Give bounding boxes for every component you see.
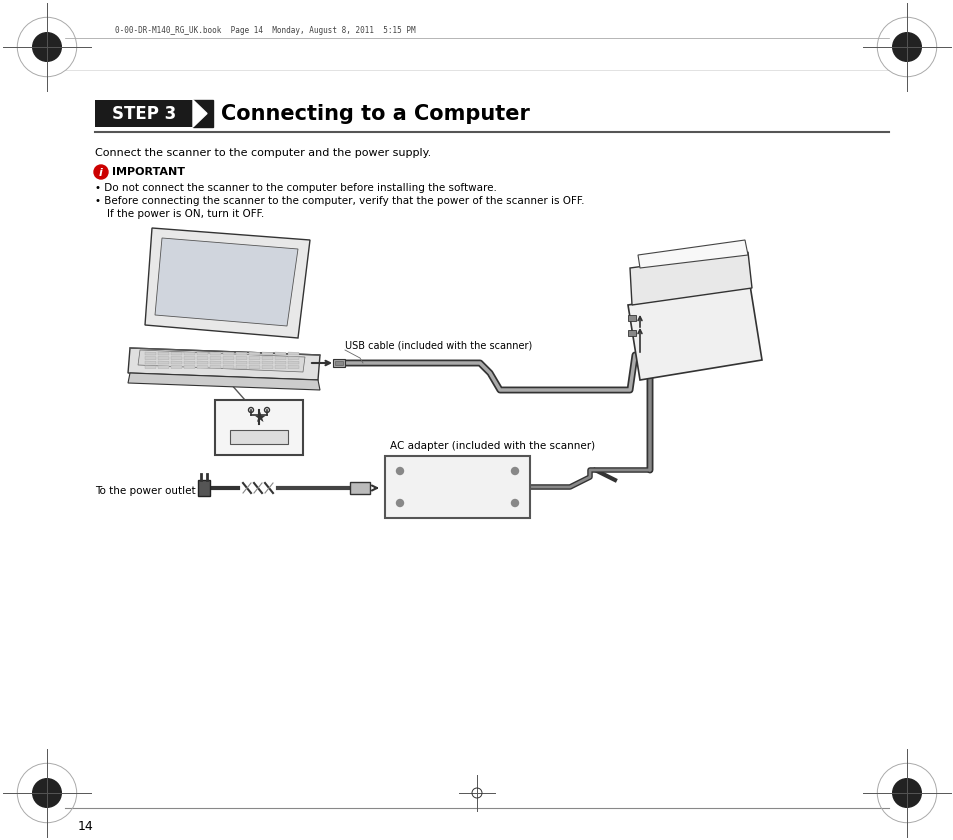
Polygon shape bbox=[158, 361, 169, 364]
Polygon shape bbox=[274, 361, 286, 364]
Circle shape bbox=[892, 779, 921, 807]
Polygon shape bbox=[274, 356, 286, 360]
Text: Connect the scanner to the computer and the power supply.: Connect the scanner to the computer and … bbox=[95, 148, 431, 158]
Polygon shape bbox=[184, 356, 194, 360]
Text: If the power is ON, turn it OFF.: If the power is ON, turn it OFF. bbox=[107, 209, 264, 219]
Polygon shape bbox=[193, 100, 213, 127]
Polygon shape bbox=[138, 350, 305, 372]
Polygon shape bbox=[274, 365, 286, 369]
Text: i: i bbox=[99, 167, 103, 177]
Polygon shape bbox=[145, 361, 156, 364]
Bar bbox=[95, 100, 193, 127]
Polygon shape bbox=[249, 361, 260, 364]
Circle shape bbox=[32, 779, 61, 807]
FancyBboxPatch shape bbox=[385, 456, 530, 518]
Polygon shape bbox=[288, 361, 298, 364]
FancyBboxPatch shape bbox=[214, 400, 303, 455]
Polygon shape bbox=[158, 365, 169, 369]
Circle shape bbox=[396, 500, 403, 507]
Text: 0-00-DR-M140_RG_UK.book  Page 14  Monday, August 8, 2011  5:15 PM: 0-00-DR-M140_RG_UK.book Page 14 Monday, … bbox=[115, 25, 416, 34]
Polygon shape bbox=[223, 352, 233, 355]
Polygon shape bbox=[171, 352, 182, 355]
Polygon shape bbox=[171, 356, 182, 360]
Polygon shape bbox=[249, 365, 260, 369]
Polygon shape bbox=[210, 352, 221, 355]
Circle shape bbox=[32, 33, 61, 61]
Polygon shape bbox=[154, 238, 297, 326]
Text: • Do not connect the scanner to the computer before installing the software.: • Do not connect the scanner to the comp… bbox=[95, 183, 497, 193]
Polygon shape bbox=[235, 365, 247, 369]
Polygon shape bbox=[210, 356, 221, 360]
Bar bbox=[333, 359, 345, 367]
Polygon shape bbox=[235, 356, 247, 360]
Polygon shape bbox=[235, 352, 247, 355]
Text: Connecting to a Computer: Connecting to a Computer bbox=[221, 103, 529, 123]
Text: IMPORTANT: IMPORTANT bbox=[112, 167, 185, 177]
Polygon shape bbox=[145, 352, 156, 355]
Bar bbox=[627, 330, 636, 336]
Polygon shape bbox=[158, 352, 169, 355]
Polygon shape bbox=[196, 356, 208, 360]
Text: AC adapter (included with the scanner): AC adapter (included with the scanner) bbox=[390, 441, 595, 451]
Polygon shape bbox=[128, 348, 319, 380]
Bar bbox=[627, 315, 636, 321]
Polygon shape bbox=[210, 361, 221, 364]
Text: USB cable (included with the scanner): USB cable (included with the scanner) bbox=[345, 340, 532, 350]
Polygon shape bbox=[223, 356, 233, 360]
Polygon shape bbox=[223, 365, 233, 369]
Text: ★: ★ bbox=[253, 411, 265, 425]
Circle shape bbox=[511, 468, 518, 475]
Polygon shape bbox=[235, 361, 247, 364]
Circle shape bbox=[396, 468, 403, 475]
Circle shape bbox=[892, 33, 921, 61]
Polygon shape bbox=[210, 365, 221, 369]
Polygon shape bbox=[171, 361, 182, 364]
Polygon shape bbox=[184, 365, 194, 369]
Polygon shape bbox=[288, 356, 298, 360]
Polygon shape bbox=[196, 365, 208, 369]
Polygon shape bbox=[184, 352, 194, 355]
Polygon shape bbox=[145, 365, 156, 369]
Polygon shape bbox=[262, 356, 273, 360]
Polygon shape bbox=[638, 240, 747, 268]
Polygon shape bbox=[629, 252, 751, 305]
Polygon shape bbox=[627, 285, 761, 380]
Polygon shape bbox=[288, 352, 298, 355]
Polygon shape bbox=[262, 361, 273, 364]
Polygon shape bbox=[288, 365, 298, 369]
Polygon shape bbox=[145, 228, 310, 338]
Polygon shape bbox=[158, 356, 169, 360]
Bar bbox=[230, 430, 288, 444]
Bar bbox=[335, 361, 343, 365]
Polygon shape bbox=[145, 356, 156, 360]
Text: 14: 14 bbox=[78, 820, 93, 833]
Circle shape bbox=[94, 165, 108, 179]
Text: To the power outlet: To the power outlet bbox=[95, 486, 195, 496]
Polygon shape bbox=[223, 361, 233, 364]
Polygon shape bbox=[193, 100, 207, 127]
Text: STEP 3: STEP 3 bbox=[112, 104, 176, 123]
Circle shape bbox=[511, 500, 518, 507]
Polygon shape bbox=[274, 352, 286, 355]
Bar bbox=[198, 480, 210, 496]
Polygon shape bbox=[249, 356, 260, 360]
Polygon shape bbox=[249, 352, 260, 355]
Text: • Before connecting the scanner to the computer, verify that the power of the sc: • Before connecting the scanner to the c… bbox=[95, 196, 584, 206]
Polygon shape bbox=[196, 352, 208, 355]
Polygon shape bbox=[196, 361, 208, 364]
Polygon shape bbox=[171, 365, 182, 369]
Polygon shape bbox=[262, 365, 273, 369]
Polygon shape bbox=[128, 373, 319, 390]
Polygon shape bbox=[184, 361, 194, 364]
Bar bbox=[350, 482, 370, 494]
Polygon shape bbox=[262, 352, 273, 355]
